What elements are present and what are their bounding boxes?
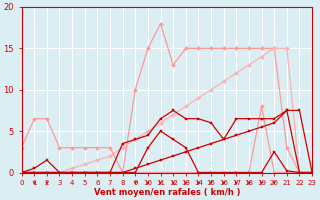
X-axis label: Vent moyen/en rafales ( km/h ): Vent moyen/en rafales ( km/h ) xyxy=(94,188,240,197)
